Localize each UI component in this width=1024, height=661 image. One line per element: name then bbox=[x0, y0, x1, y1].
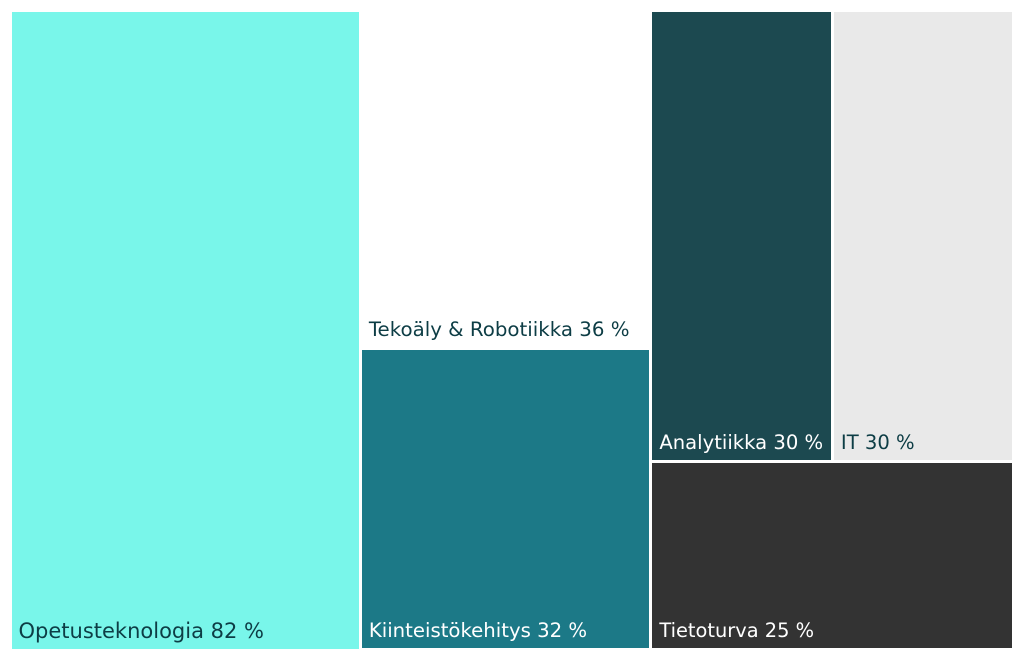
tile-label-tietoturva: Tietoturva 25 % bbox=[659, 619, 815, 643]
tile-label-kiinteistokehitys: Kiinteistökehitys 32 % bbox=[368, 619, 588, 643]
tile-opetusteknologia: Opetusteknologia 82 % bbox=[11, 11, 359, 649]
tile-label-analytiikka: Analytiikka 30 % bbox=[659, 431, 824, 455]
tile-it: IT 30 % bbox=[833, 11, 1013, 461]
tile-tietoturva: Tietoturva 25 % bbox=[652, 463, 1013, 649]
tile-label-opetusteknologia: Opetusteknologia 82 % bbox=[18, 618, 264, 643]
tile-tekoaly-robotiikka: Tekoäly & Robotiikka 36 % bbox=[361, 11, 650, 348]
tile-label-tekoaly-robotiikka: Tekoäly & Robotiikka 36 % bbox=[368, 318, 630, 342]
tile-kiinteistokehitys: Kiinteistökehitys 32 % bbox=[361, 350, 650, 649]
tile-label-it: IT 30 % bbox=[840, 431, 915, 455]
tile-analytiikka: Analytiikka 30 % bbox=[652, 11, 831, 461]
